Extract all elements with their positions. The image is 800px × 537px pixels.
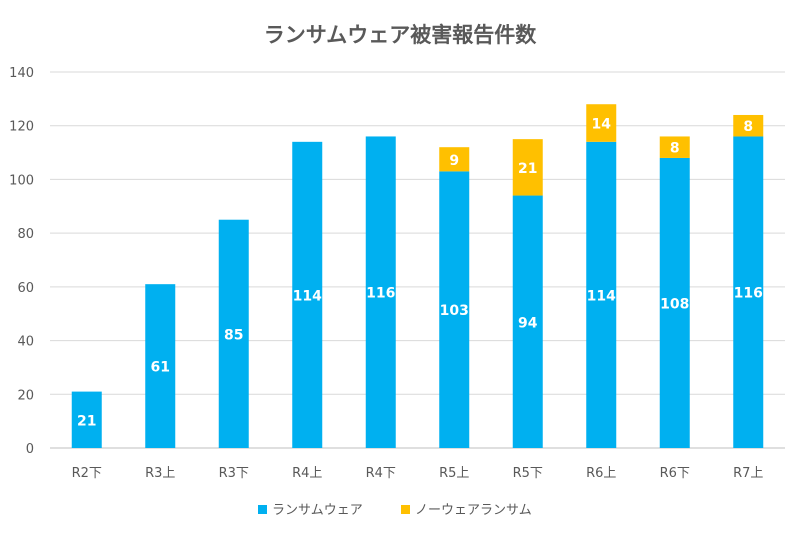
data-label: 61: [151, 360, 170, 376]
y-tick-label: 60: [17, 281, 34, 296]
data-label: 108: [660, 296, 689, 312]
bar-ransomware: [586, 141, 617, 449]
bar-noware: [659, 136, 690, 158]
legend-swatch-ransomware: [258, 505, 267, 514]
data-label: 8: [743, 119, 753, 135]
data-label: 8: [670, 141, 680, 157]
data-label: 116: [366, 286, 395, 302]
x-tick-label: R3上: [145, 466, 175, 481]
y-tick-label: 40: [17, 335, 34, 350]
x-tick-label: R4下: [366, 466, 396, 481]
legend: ランサムウェア ノーウェアランサム: [258, 503, 532, 518]
bar-ransomware: [145, 284, 176, 448]
legend-swatch-noware: [401, 505, 410, 514]
y-tick-label: 140: [9, 66, 34, 81]
x-tick-label: R5上: [439, 466, 469, 481]
chart-title: ランサムウェア被害報告件数: [264, 23, 538, 47]
bar-ransomware: [512, 195, 543, 448]
bar-ransomware: [218, 219, 249, 448]
y-tick-label: 80: [17, 227, 34, 242]
data-label: 94: [518, 315, 538, 331]
data-label: 116: [734, 286, 763, 302]
x-tick-label: R4上: [292, 466, 322, 481]
bar-ransomware: [439, 171, 470, 448]
data-label: 9: [449, 153, 459, 169]
data-label: 21: [77, 413, 96, 429]
bar-noware: [586, 104, 617, 142]
bar-noware: [512, 139, 543, 196]
bar-noware: [439, 147, 470, 172]
bar-ransomware: [659, 157, 690, 448]
data-label: 114: [293, 288, 322, 304]
bar-noware: [733, 114, 764, 137]
data-label: 21: [518, 161, 537, 177]
y-tick-label: 20: [17, 388, 34, 403]
bar-ransomware: [71, 391, 102, 448]
x-tick-label: R7上: [733, 466, 763, 481]
legend-label-ransomware: ランサムウェア: [272, 503, 363, 518]
bars: 21 61 85 114 116 103 9 94 21 114 14 108 8 116 8: [71, 104, 764, 449]
x-tick-label: R6上: [586, 466, 616, 481]
x-axis-ticks: R2下 R3上 R3下 R4上 R4下 R5上 R5下 R6上 R6下 R7上: [72, 466, 764, 481]
x-tick-label: R3下: [219, 466, 249, 481]
y-tick-label: 100: [9, 173, 34, 188]
y-tick-label: 120: [9, 120, 34, 135]
x-tick-label: R5下: [513, 466, 543, 481]
legend-label-noware: ノーウェアランサム: [415, 503, 532, 518]
x-tick-label: R2下: [72, 466, 102, 481]
data-label: 85: [224, 327, 243, 343]
bar-ransomware: [365, 136, 396, 448]
y-tick-label: 0: [26, 442, 34, 457]
data-label: 114: [587, 288, 616, 304]
y-axis-ticks: 0 20 40 60 80 100 120 140: [9, 66, 34, 457]
data-label: 14: [592, 117, 612, 133]
data-label: 103: [440, 303, 469, 319]
x-tick-label: R6下: [660, 466, 690, 481]
bar-ransomware: [733, 136, 764, 448]
bar-ransomware: [292, 141, 323, 449]
